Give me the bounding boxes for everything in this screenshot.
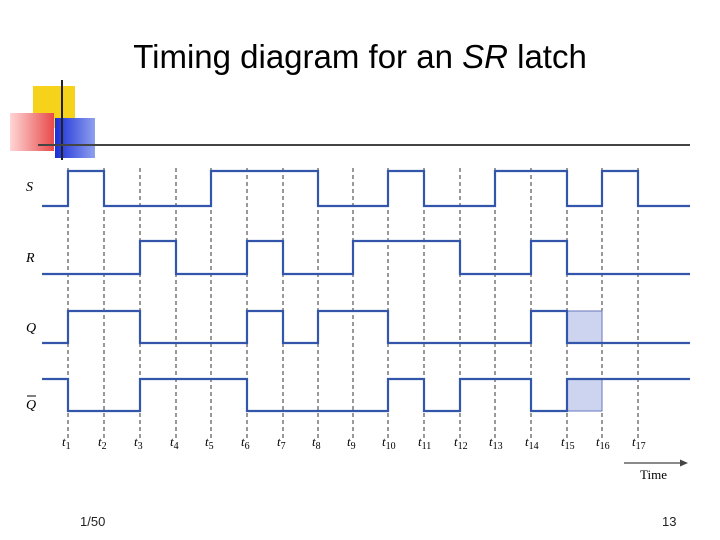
time-dashed-lines (67, 168, 639, 438)
time-axis-label: Time (640, 467, 667, 482)
signal-label-r: R (25, 251, 35, 266)
time-label-t7: t7 (277, 434, 286, 452)
time-label-t2: t2 (98, 434, 107, 452)
time-label-t16: t16 (596, 434, 610, 452)
waveforms (42, 169, 690, 413)
undetermined-region-q (566, 310, 603, 344)
footer-page-number: 13 (662, 514, 677, 529)
time-label-t17: t17 (632, 434, 646, 452)
time-label-t4: t4 (170, 434, 179, 452)
time-tick-labels: t1 t2 t3 t4 t5 t6 t7 t8 t9 t10 t11 t12 t13 t14 t15 t16 t… (62, 434, 646, 452)
time-label-t15: t15 (561, 434, 575, 452)
time-label-t12: t12 (454, 434, 468, 452)
waveform-q (42, 309, 690, 345)
slide-title: Timing diagram for an SR latch (133, 38, 587, 75)
time-label-t3: t3 (134, 434, 143, 452)
signal-label-s: S (26, 180, 33, 195)
signal-label-q: Q (26, 321, 36, 336)
title-italic-sr: SR (462, 38, 508, 75)
deco-horizontal-line (38, 144, 690, 146)
waveform-r (42, 239, 690, 276)
signal-labels: S R Q Q (25, 180, 36, 413)
time-label-t13: t13 (489, 434, 503, 452)
time-label-t1: t1 (62, 434, 71, 452)
time-label-t6: t6 (241, 434, 250, 452)
footer-page-ratio: 1/50 (80, 514, 106, 529)
signal-label-q-bar: Q (26, 398, 36, 413)
time-axis: Time (624, 459, 688, 482)
time-label-t5: t5 (205, 434, 214, 452)
time-label-t11: t11 (418, 434, 431, 452)
time-label-t10: t10 (382, 434, 396, 452)
undetermined-region-q-bar (566, 378, 603, 412)
waveform-s (42, 169, 690, 208)
time-label-t9: t9 (347, 434, 356, 452)
waveform-q-bar (42, 377, 690, 413)
time-axis-arrowhead (680, 459, 688, 467)
time-label-t8: t8 (312, 434, 321, 452)
deco-vertical-line (61, 80, 63, 160)
time-label-t14: t14 (525, 434, 539, 452)
